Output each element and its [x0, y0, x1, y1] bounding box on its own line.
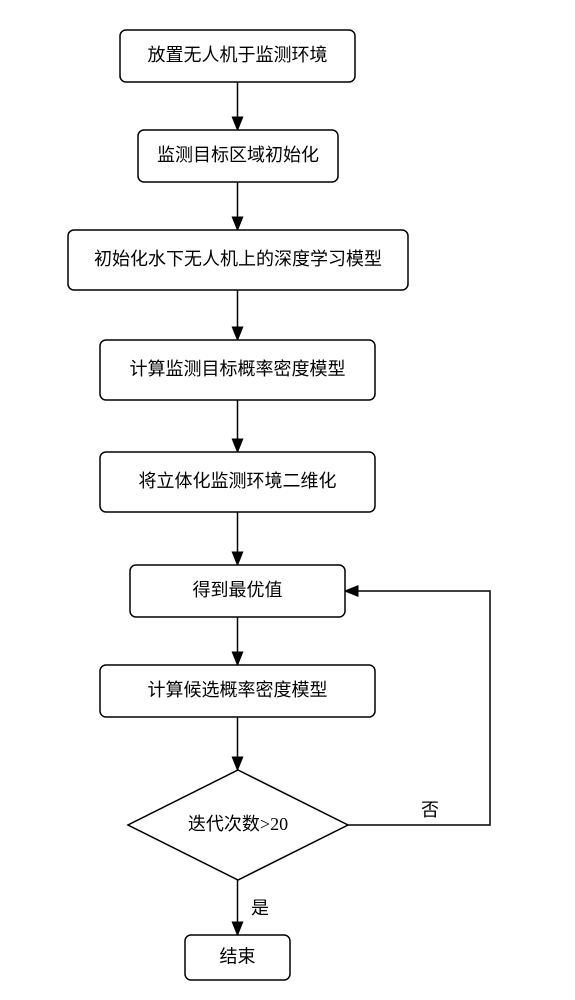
node-label-n3: 初始化水下无人机上的深度学习模型 [94, 249, 382, 269]
node-label-n8: 迭代次数>20 [188, 814, 288, 834]
node-label-n4: 计算监测目标概率密度模型 [130, 359, 346, 379]
node-label-n7: 计算候选概率密度模型 [148, 680, 328, 700]
node-label-n6: 得到最优值 [193, 580, 283, 600]
node-label-n1: 放置无人机于监测环境 [148, 45, 328, 65]
node-label-n2: 监测目标区域初始化 [157, 145, 319, 165]
node-label-n5: 将立体化监测环境二维化 [139, 471, 337, 491]
edge-label-n8-n6: 否 [421, 800, 439, 820]
node-label-n9: 结束 [220, 947, 256, 967]
edge-label-n8-n9: 是 [251, 898, 269, 918]
